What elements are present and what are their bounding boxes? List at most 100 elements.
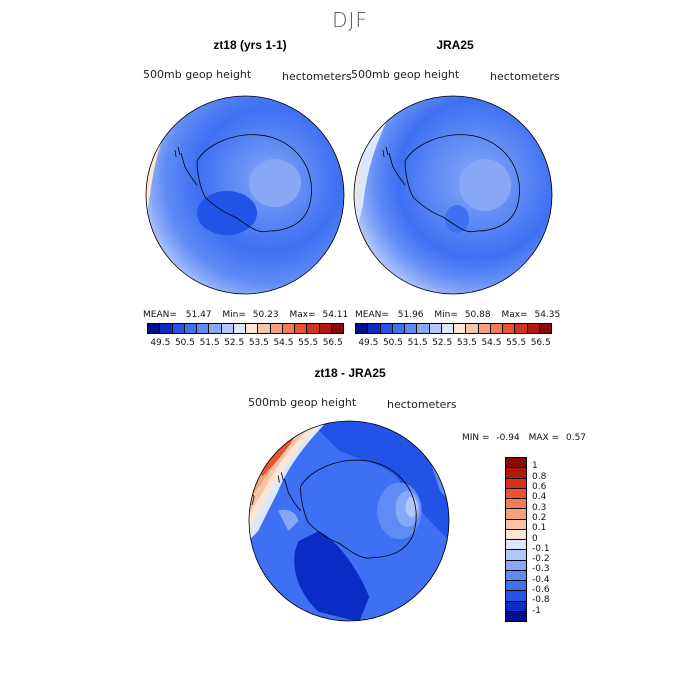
panel2-units-label: hectometers (490, 70, 560, 83)
colorbar-swatch (246, 324, 259, 333)
colorbar-swatch (197, 324, 210, 333)
colorbar-tick-label: 50.5 (174, 338, 195, 348)
panel3-variable-label: 500mb geop height (248, 396, 357, 409)
colorbar-swatch (417, 324, 430, 333)
colorbar-swatch (503, 324, 516, 333)
colorbar-tick-label: -0.3 (532, 564, 550, 575)
colorbar-tick-label: 55.5 (506, 338, 527, 348)
colorbar-tick-label: 0.1 (532, 523, 547, 534)
colorbar-swatch (454, 324, 467, 333)
colorbar-swatch (506, 581, 526, 592)
colorbar-swatch (184, 324, 197, 333)
panel2-colorbar (355, 323, 552, 334)
colorbar-tick-label: 49.5 (150, 338, 171, 348)
panel3-title: zt18 - JRA25 (314, 366, 386, 380)
colorbar-swatch (160, 324, 173, 333)
colorbar-swatch (506, 591, 526, 602)
colorbar-tick-label: 53.5 (456, 338, 477, 348)
colorbar-swatch (506, 601, 526, 612)
colorbar-tick-label: -0.6 (532, 585, 550, 596)
colorbar-tick-label: 56.5 (322, 338, 343, 348)
colorbar-tick-label: 49.5 (358, 338, 379, 348)
colorbar-tick-label: 0.8 (532, 471, 547, 482)
colorbar-swatch (172, 324, 185, 333)
colorbar-swatch (405, 324, 418, 333)
colorbar-tick-label: 54.5 (273, 338, 294, 348)
colorbar-tick-label: 51.5 (199, 338, 220, 348)
colorbar-tick-label: 1 (532, 461, 538, 472)
panel1-variable-label: 500mb geop height (143, 68, 252, 81)
colorbar-swatch (527, 324, 540, 333)
colorbar-swatch (506, 468, 526, 479)
figure-title: DJF (332, 8, 368, 32)
colorbar-swatch (148, 324, 161, 333)
colorbar-swatch (331, 324, 343, 333)
colorbar-tick-label: 52.5 (224, 338, 245, 348)
colorbar-swatch (356, 324, 369, 333)
colorbar-swatch (295, 324, 308, 333)
colorbar-tick-label: 0 (532, 533, 538, 544)
colorbar-swatch (506, 499, 526, 510)
colorbar-swatch (380, 324, 393, 333)
panel2-colorbar-ticks: 49.5 50.5 51.5 52.5 53.5 54.5 55.5 56.5 (355, 338, 552, 350)
colorbar-swatch (466, 324, 479, 333)
colorbar-tick-label: 51.5 (407, 338, 428, 348)
panel3-colorbar-ticks: 1 0.8 0.6 0.4 0.3 0.2 0.1 0 -0.1 -0.2 -0.3 -0.4 -0.6… (532, 457, 572, 622)
panel2-title: JRA25 (436, 38, 474, 52)
colorbar-swatch (506, 488, 526, 499)
colorbar-tick-label: 0.4 (532, 492, 547, 503)
colorbar-swatch (368, 324, 381, 333)
colorbar-tick-label: -0.4 (532, 574, 550, 585)
colorbar-swatch (441, 324, 454, 333)
colorbar-swatch (506, 560, 526, 571)
colorbar-swatch (478, 324, 491, 333)
colorbar-swatch (506, 550, 526, 561)
colorbar-tick-label: -0.8 (532, 595, 550, 606)
colorbar-swatch (506, 529, 526, 540)
panel2-stats: MEAN= 51.96 Min= 50.88 Max= 54.35 (355, 310, 561, 320)
panel3-colorbar (505, 457, 527, 622)
colorbar-swatch (506, 611, 526, 621)
colorbar-swatch (233, 324, 246, 333)
colorbar-swatch (490, 324, 503, 333)
colorbar-tick-label: -0.2 (532, 554, 550, 565)
panel2-variable-label: 500mb geop height (351, 68, 460, 81)
colorbar-swatch (429, 324, 442, 333)
colorbar-swatch (392, 324, 405, 333)
colorbar-tick-label: -1 (532, 605, 541, 616)
colorbar-tick-label: 52.5 (432, 338, 453, 348)
panel3-stats: MIN = -0.94 MAX = 0.57 (462, 433, 587, 443)
panel1-polar-map (145, 95, 345, 295)
colorbar-swatch (506, 519, 526, 530)
panel1-stats: MEAN= 51.47 Min= 50.23 Max= 54.11 (143, 310, 349, 320)
colorbar-swatch (270, 324, 283, 333)
colorbar-tick-label: 0.2 (532, 512, 547, 523)
panel1-colorbar (147, 323, 344, 334)
colorbar-swatch (209, 324, 222, 333)
colorbar-swatch (307, 324, 320, 333)
colorbar-tick-label: 0.3 (532, 502, 547, 513)
colorbar-swatch (258, 324, 271, 333)
colorbar-swatch (539, 324, 551, 333)
colorbar-tick-label: 54.5 (481, 338, 502, 348)
panel2-polar-map (353, 95, 553, 295)
panel3-polar-map (248, 420, 450, 622)
colorbar-swatch (282, 324, 295, 333)
colorbar-tick-label: 50.5 (382, 338, 403, 348)
colorbar-swatch (506, 478, 526, 489)
panel3-units-label: hectometers (387, 398, 457, 411)
panel1-units-label: hectometers (282, 70, 352, 83)
panel1-colorbar-ticks: 49.5 50.5 51.5 52.5 53.5 54.5 55.5 56.5 (147, 338, 344, 350)
colorbar-swatch (221, 324, 234, 333)
colorbar-tick-label: 0.6 (532, 481, 547, 492)
colorbar-swatch (506, 540, 526, 551)
colorbar-tick-label: -0.1 (532, 543, 550, 554)
colorbar-swatch (506, 570, 526, 581)
colorbar-swatch (515, 324, 528, 333)
colorbar-tick-label: 55.5 (298, 338, 319, 348)
panel1-title: zt18 (yrs 1-1) (213, 38, 287, 52)
colorbar-swatch (506, 458, 526, 469)
colorbar-tick-label: 53.5 (248, 338, 269, 348)
colorbar-swatch (506, 509, 526, 520)
colorbar-tick-label: 56.5 (530, 338, 551, 348)
